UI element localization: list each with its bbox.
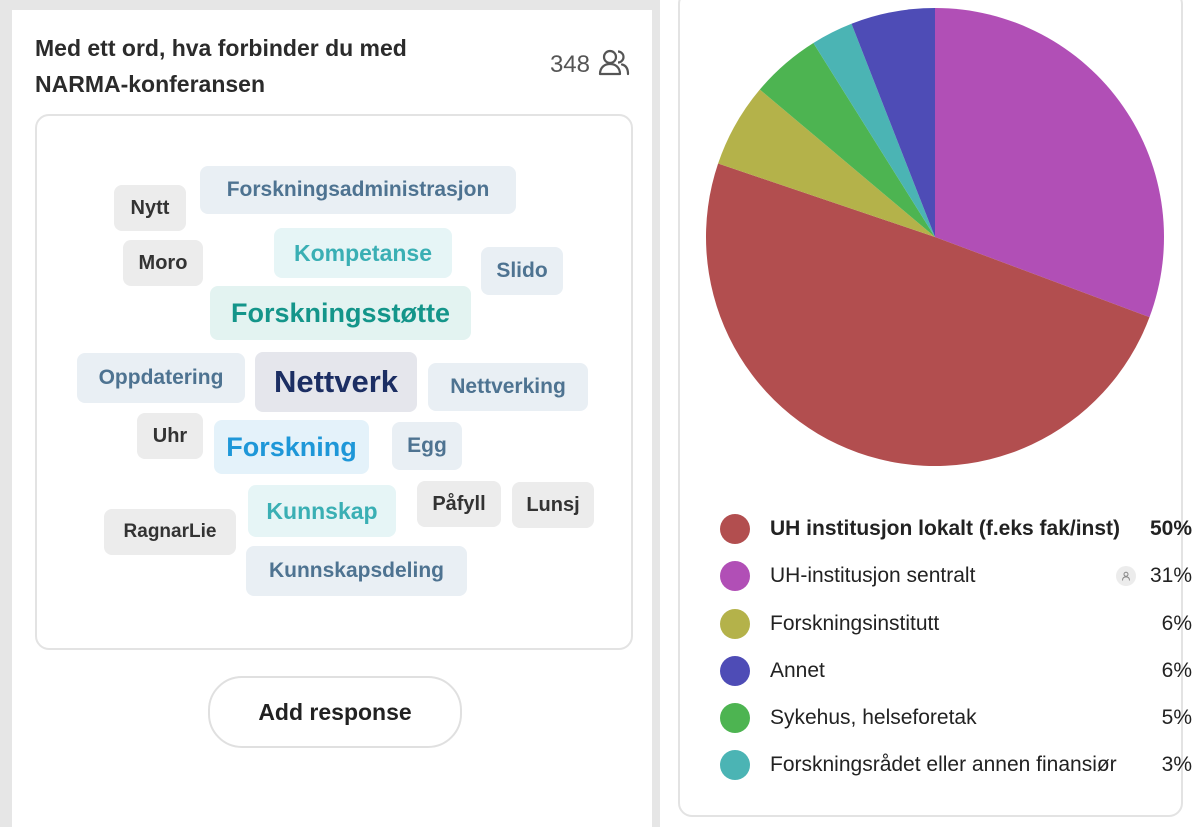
legend-item: Sykehus, helseforetak 5% (720, 698, 1192, 738)
word-chip: Påfyll (417, 481, 501, 527)
pie-chart (705, 8, 1164, 467)
legend-label: Annet (770, 659, 825, 682)
word-cloud: Nytt Forskningsadministrasjon Moro Kompe… (35, 114, 633, 650)
legend-item: Forskningsrådet eller annen finansiør 3% (720, 745, 1192, 785)
pie-slice (813, 23, 935, 238)
poll-results-card: UH institusjon lokalt (f.eks fak/inst) 50… (678, 0, 1192, 817)
legend-color-dot (720, 609, 750, 639)
legend-percentage: 6% (1161, 612, 1192, 635)
word-chip: Nytt (114, 185, 186, 231)
question-panel: Med ett ord, hva forbinder du med NARMA-… (12, 10, 652, 827)
participant-counter: 348 (550, 48, 630, 81)
legend-percentage: 5% (1161, 706, 1192, 729)
question-title: Med ett ord, hva forbinder du med NARMA-… (35, 35, 407, 97)
voted-avatar-icon (1115, 566, 1136, 586)
word-chip: Kompetanse (274, 228, 452, 278)
word-chip: Lunsj (512, 482, 594, 528)
word-chip: Forskningsadministrasjon (200, 166, 516, 214)
legend-item: UH-institusjon sentralt 31% (720, 556, 1192, 596)
pie-slice (718, 89, 935, 237)
legend-color-dot (720, 514, 750, 544)
legend-item: UH institusjon lokalt (f.eks fak/inst) 50… (720, 509, 1192, 549)
legend-item: Forskningsinstitutt 6% (720, 604, 1192, 644)
legend-color-dot (720, 750, 750, 780)
word-chip: Forskning (214, 420, 369, 474)
word-chip: Nettverking (428, 363, 588, 411)
legend-label: UH institusjon lokalt (f.eks fak/inst) (770, 517, 1121, 540)
legend-percentage: 3% (1161, 753, 1192, 776)
word-chip: Nettverk (255, 352, 417, 412)
pie-slice (935, 8, 1164, 318)
results-panel: UH institusjon lokalt (f.eks fak/inst) 50… (660, 0, 1200, 827)
word-chip: Uhr (137, 413, 203, 459)
legend-percentage: 50% (1149, 517, 1192, 540)
legend-color-dot (720, 656, 750, 686)
add-response-button[interactable]: Add response (208, 676, 462, 748)
legend-color-dot (720, 703, 750, 733)
participant-count: 348 (549, 50, 590, 78)
word-chip: Oppdatering (77, 353, 245, 403)
word-chip: Kunnskap (248, 485, 396, 537)
word-chip: Forskningsstøtte (210, 286, 471, 340)
word-chip: Kunnskapsdeling (246, 546, 467, 596)
word-chip: Slido (481, 247, 563, 295)
pie-slice (759, 42, 935, 237)
legend-percentage: 31% (1149, 564, 1192, 587)
legend-label: UH-institusjon sentralt (770, 564, 976, 587)
participants-icon (598, 48, 630, 81)
legend-label: Forskningsinstitutt (770, 612, 940, 635)
legend-item: Annet 6% (720, 651, 1192, 691)
pie-slice (851, 8, 935, 237)
word-chip: Egg (392, 422, 462, 470)
pie-slice (705, 163, 1150, 467)
legend-label: Sykehus, helseforetak (770, 706, 977, 729)
word-chip: Moro (123, 240, 203, 286)
word-chip: RagnarLie (104, 509, 236, 555)
legend-percentage: 6% (1161, 659, 1192, 682)
legend-color-dot (720, 561, 750, 591)
legend-label: Forskningsrådet eller annen finansiør (770, 753, 1117, 776)
